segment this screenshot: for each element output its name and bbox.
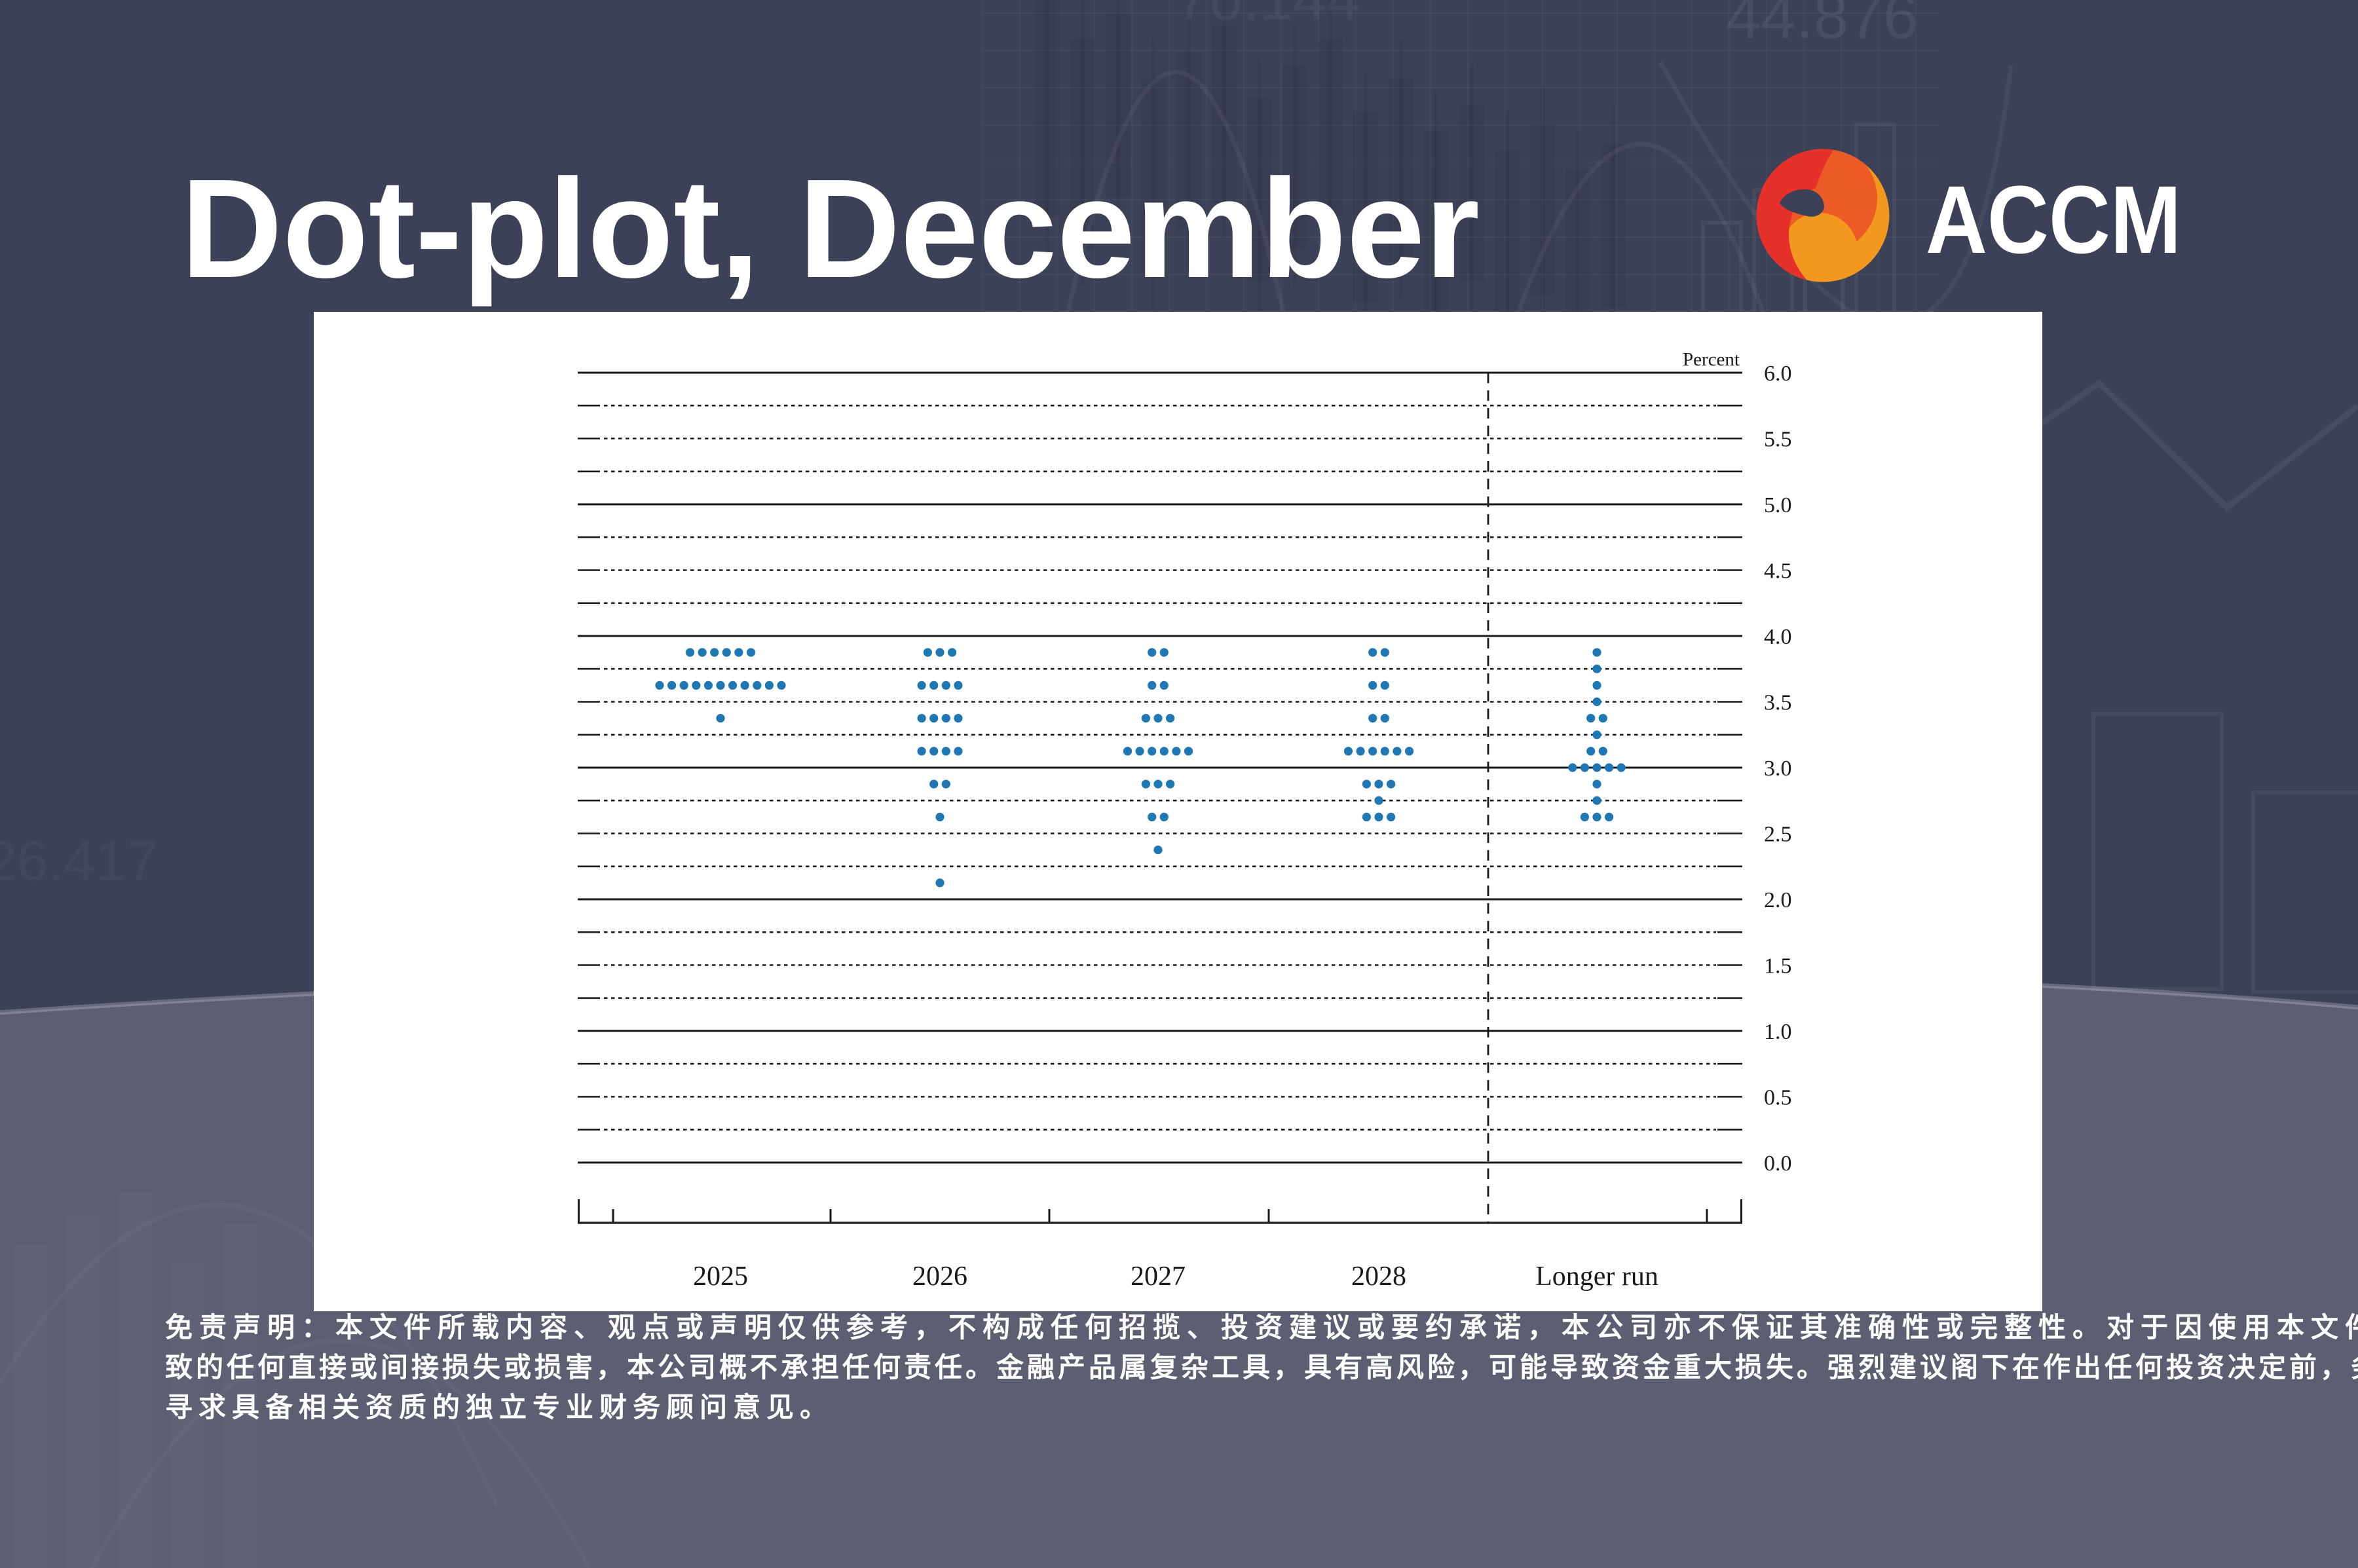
svg-text:1.5: 1.5 <box>1764 954 1792 979</box>
svg-text:2.0: 2.0 <box>1764 888 1792 912</box>
svg-text:0.5: 0.5 <box>1764 1086 1792 1110</box>
svg-text:2026: 2026 <box>912 1261 967 1292</box>
svg-text:70.144: 70.144 <box>1176 0 1360 33</box>
svg-text:2028: 2028 <box>1351 1261 1406 1292</box>
svg-text:Percent: Percent <box>1683 349 1740 370</box>
svg-text:4.0: 4.0 <box>1764 625 1792 649</box>
svg-text:0.0: 0.0 <box>1764 1151 1792 1176</box>
svg-text:5.0: 5.0 <box>1764 493 1792 517</box>
svg-text:3.5: 3.5 <box>1764 691 1792 715</box>
svg-text:44.876: 44.876 <box>1726 0 1918 52</box>
svg-text:5.5: 5.5 <box>1764 428 1792 452</box>
svg-text:3.0: 3.0 <box>1764 756 1792 781</box>
svg-text:2.5: 2.5 <box>1764 823 1792 847</box>
svg-text:6.0: 6.0 <box>1764 362 1792 386</box>
svg-text:4.5: 4.5 <box>1764 559 1792 584</box>
svg-text:2025: 2025 <box>693 1261 748 1292</box>
svg-text:1.0: 1.0 <box>1764 1020 1792 1044</box>
svg-text:Longer run: Longer run <box>1535 1261 1658 1292</box>
svg-text:2027: 2027 <box>1131 1261 1186 1292</box>
